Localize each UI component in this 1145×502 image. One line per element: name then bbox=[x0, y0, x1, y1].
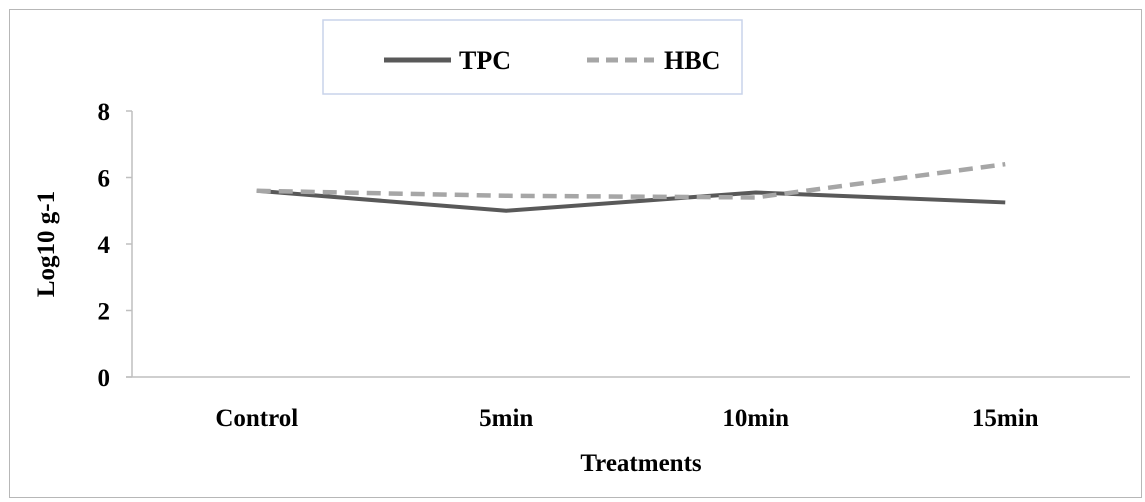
x-tick-label: 10min bbox=[722, 405, 789, 432]
x-tick-label: 15min bbox=[972, 405, 1039, 432]
y-tick-label: 0 bbox=[98, 365, 111, 392]
x-tick-label: 5min bbox=[479, 405, 533, 432]
legend-label-hbc: HBC bbox=[664, 46, 720, 75]
y-tick-label: 2 bbox=[98, 299, 111, 326]
series-layer bbox=[256, 161, 1006, 213]
legend-label-tpc: TPC bbox=[459, 46, 511, 75]
series-line-hbc bbox=[256, 161, 1006, 200]
line-chart: TPC HBC 0 2 4 6 8 Control 5min 10min 15min Log1… bbox=[33, 19, 1130, 477]
x-axis-title: Treatments bbox=[580, 450, 702, 477]
chart-frame: TPC HBC 0 2 4 6 8 Control 5min 10min 15min Log1… bbox=[9, 9, 1142, 498]
y-tick-label: 6 bbox=[98, 166, 111, 193]
y-tick-label: 8 bbox=[98, 99, 111, 126]
legend: TPC HBC bbox=[322, 19, 743, 95]
y-axis-title: Log10 g-1 bbox=[33, 191, 60, 297]
x-tick-label: Control bbox=[215, 405, 298, 432]
series-line-tpc bbox=[256, 188, 1006, 213]
y-tick-label: 4 bbox=[98, 232, 111, 259]
y-axis-ticks: 0 2 4 6 8 bbox=[98, 99, 133, 392]
x-axis-ticks: Control 5min 10min 15min bbox=[215, 405, 1038, 432]
legend-box bbox=[322, 19, 743, 95]
